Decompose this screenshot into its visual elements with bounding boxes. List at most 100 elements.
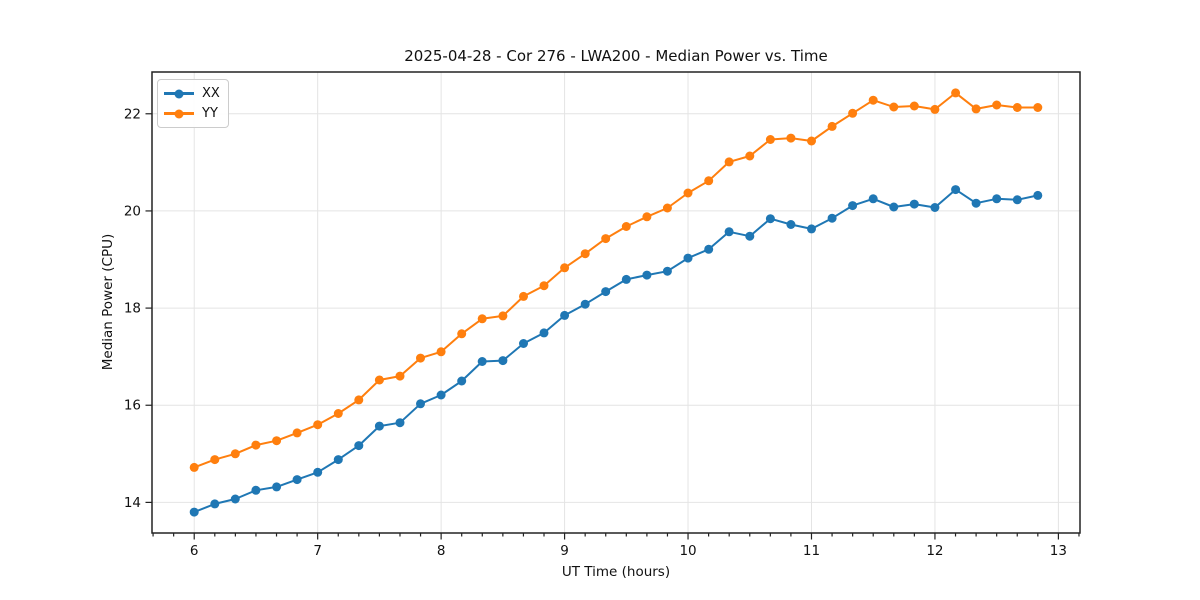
data-point-marker [786, 220, 796, 229]
data-point-marker [333, 409, 343, 418]
data-point-marker [292, 475, 302, 485]
data-point-marker [436, 390, 446, 400]
data-point-marker [292, 428, 302, 438]
y-tick-label: 16 [124, 398, 141, 414]
data-point-marker [642, 270, 652, 280]
series-line [193, 91, 1039, 469]
y-axis-label: Median Power (CPU) [100, 233, 116, 371]
data-point-marker [992, 100, 1002, 110]
x-tick-label: 13 [1050, 543, 1067, 559]
data-point-marker [889, 202, 899, 212]
data-point-marker [477, 357, 487, 366]
data-point-marker [889, 102, 899, 112]
data-point-marker [786, 133, 796, 143]
x-axis-label: UT Time (hours) [561, 564, 671, 580]
data-point-marker [457, 376, 467, 386]
data-point-marker [951, 185, 961, 195]
data-point-marker [580, 299, 590, 309]
data-point-marker [683, 253, 693, 263]
legend-label: YY [202, 106, 218, 121]
data-point-marker [662, 203, 672, 213]
data-point-marker [374, 375, 384, 385]
data-point-marker [333, 455, 343, 465]
data-point-marker [745, 151, 755, 161]
data-point-marker [272, 436, 282, 446]
data-point-marker [313, 467, 323, 477]
data-point-marker [498, 311, 508, 321]
series-line [193, 188, 1039, 514]
data-point-marker [539, 281, 549, 291]
data-point-marker [210, 499, 220, 509]
data-point-marker [848, 201, 858, 211]
y-tick-label: 14 [124, 495, 141, 511]
data-point-marker [210, 455, 220, 465]
data-point-marker [724, 227, 734, 237]
data-point-marker [704, 244, 714, 254]
data-point-marker [868, 95, 878, 105]
gridlines [152, 72, 1080, 533]
tick-labels: 6 7 8 9 10 11 12 13 14 16 18 20 22 [124, 106, 1067, 559]
data-point-marker [498, 356, 508, 366]
x-tick-label: 10 [679, 543, 696, 559]
legend: XX YY [157, 79, 229, 128]
data-point-marker [519, 291, 528, 301]
data-point-marker [477, 314, 487, 324]
axis-ticks [145, 113, 1080, 540]
data-point-marker [765, 214, 775, 224]
data-point-marker [416, 399, 425, 409]
data-point-marker [621, 274, 631, 284]
data-point-marker [601, 234, 611, 244]
x-tick-label: 11 [803, 543, 820, 559]
data-point-marker [848, 108, 858, 118]
data-point-marker [1012, 103, 1022, 112]
data-point-marker [539, 328, 549, 338]
series-yy [189, 88, 1043, 472]
data-point-marker [560, 310, 570, 320]
data-point-marker [560, 263, 570, 273]
data-point-marker [354, 395, 364, 405]
data-point-marker [272, 482, 282, 492]
data-point-marker [189, 462, 199, 472]
x-tick-label: 8 [437, 543, 446, 559]
data-point-marker [930, 203, 940, 212]
data-point-marker [827, 121, 837, 131]
data-point-marker [395, 371, 405, 381]
legend-line-sample-yy [164, 109, 194, 118]
x-tick-label: 7 [313, 543, 322, 559]
data-point-marker [1012, 195, 1022, 205]
y-tick-label: 20 [124, 203, 141, 219]
data-point-marker [189, 507, 199, 517]
data-point-marker [909, 101, 919, 111]
data-point-marker [251, 485, 261, 495]
data-point-marker [683, 188, 693, 198]
y-tick-label: 18 [124, 301, 141, 317]
data-point-marker [251, 440, 261, 450]
data-point-marker [745, 231, 755, 241]
data-point-marker [807, 224, 816, 234]
data-point-marker [765, 135, 775, 144]
legend-label: XX [202, 86, 220, 101]
data-point-marker [930, 104, 940, 114]
data-point-marker [416, 353, 425, 363]
data-point-marker [909, 199, 919, 209]
data-point-marker [374, 421, 384, 431]
data-point-marker [971, 198, 981, 208]
data-point-marker [807, 136, 816, 146]
x-tick-label: 9 [560, 543, 569, 559]
data-point-marker [1033, 190, 1043, 200]
data-point-marker [436, 347, 446, 357]
data-point-marker [313, 420, 323, 430]
data-point-marker [704, 176, 714, 186]
legend-item-yy: YY [164, 105, 220, 122]
data-point-marker [395, 418, 405, 428]
data-point-marker [662, 266, 672, 276]
data-point-marker [724, 157, 734, 167]
legend-item-xx: XX [164, 85, 220, 102]
data-point-marker [519, 339, 528, 348]
data-point-marker [827, 213, 837, 223]
data-point-marker [457, 329, 467, 339]
data-point-marker [230, 449, 240, 459]
chart-title: 2025-04-28 - Cor 276 - LWA200 - Median P… [404, 47, 828, 65]
